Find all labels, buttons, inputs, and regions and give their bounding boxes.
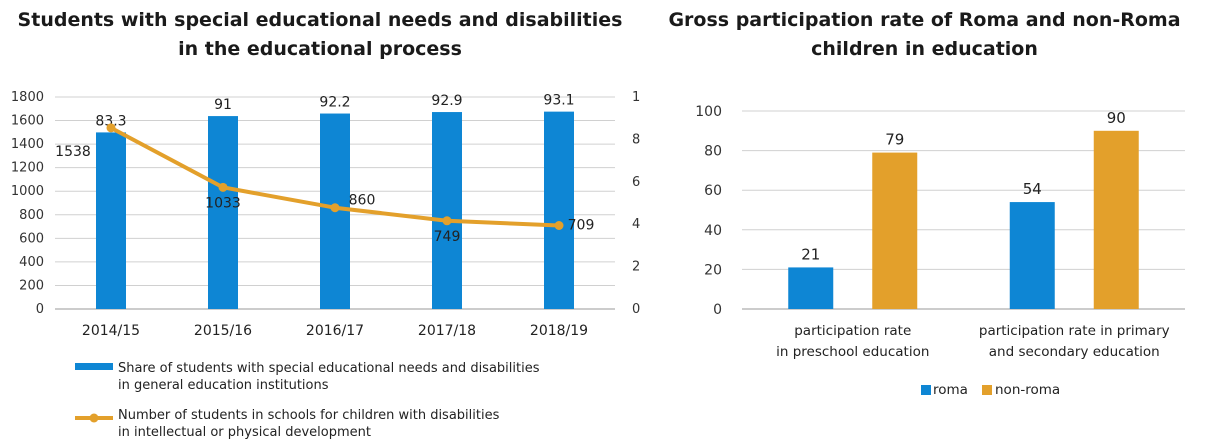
bar-data-label: 93.1 (543, 93, 574, 109)
right-chart-title: Gross participation rate of Roma and non… (640, 6, 1209, 64)
line-point (330, 203, 340, 213)
bar-data-label: 92.2 (319, 95, 350, 111)
legend-label-line-line1: Number of students in schools for childr… (118, 408, 500, 423)
left-axis-tick-label: 400 (19, 255, 44, 270)
bar-data-label: 92.9 (431, 93, 462, 109)
legend-label-roma: roma (933, 382, 968, 398)
left-axis-tick-label: 1400 (11, 137, 44, 152)
line-point (218, 182, 228, 192)
right-chart-svg: 0 20 40 60 80 100 21 54 79 90 participation rate in… (695, 104, 1185, 398)
x-axis-category-label: 2015/16 (194, 323, 252, 339)
legend-label-bar-line1: Share of students with special education… (118, 361, 540, 376)
bar-data-label: 90 (1107, 109, 1126, 127)
x-axis-category-label-line1: participation rate in primary (979, 323, 1170, 339)
left-chart-title-line2: in the educational process (178, 38, 462, 60)
left-axis-tick-label: 1800 (11, 90, 44, 105)
left-chart-svg: 0 200 400 600 800 1000 1200 1400 1600 1800 0 20 40 60… (11, 90, 640, 440)
legend-swatch-non-roma (982, 385, 992, 395)
x-axis-category-label: 2014/15 (82, 323, 140, 339)
bar-share-students (432, 112, 462, 309)
left-axis-tick-label: 1200 (11, 161, 44, 176)
bar-share-students (208, 116, 238, 309)
y-axis-tick-label: 0 (713, 302, 722, 318)
bar-roma (788, 267, 834, 309)
bar-data-label: 79 (885, 131, 904, 149)
legend-swatch-roma (921, 385, 931, 395)
y-axis-tick-label: 40 (704, 223, 722, 239)
line-data-label: 860 (349, 193, 376, 209)
line-data-label: 749 (434, 229, 461, 245)
bar-roma (1009, 202, 1055, 309)
x-axis-category-label-line2: and secondary education (989, 344, 1160, 360)
x-axis-category-label-line1: participation rate (794, 323, 911, 339)
y-axis-tick-label: 60 (704, 183, 722, 199)
legend-label-bar-line2: in general education institutions (118, 378, 329, 393)
x-axis-category-label: 2018/19 (530, 323, 588, 339)
left-chart-title-line1: Students with special educational needs … (17, 9, 623, 31)
bar-data-label: 83.3 (95, 113, 126, 129)
left-axis-tick-label: 600 (19, 231, 44, 246)
right-axis-tick-label: 40 (632, 217, 640, 232)
line-data-label: 1033 (205, 195, 241, 211)
legend-swatch-bar (75, 363, 113, 370)
right-chart-panel: Gross participation rate of Roma and non… (640, 0, 1209, 444)
right-axis-tick-label: 0 (632, 302, 640, 317)
line-data-label: 1538 (55, 144, 91, 160)
bar-data-label: 21 (801, 245, 820, 263)
bar-share-students (544, 111, 574, 310)
left-chart-title: Students with special educational needs … (0, 6, 640, 64)
right-axis-tick-label: 60 (632, 175, 640, 190)
right-chart-title-line2: children in education (811, 38, 1038, 60)
left-axis-tick-label: 0 (36, 302, 44, 317)
bar-data-label: 91 (214, 97, 232, 113)
line-data-label: 709 (568, 217, 595, 233)
x-axis-category-label: 2016/17 (306, 323, 364, 339)
right-axis-tick-label: 100 (632, 90, 640, 105)
legend-label-line-line2: in intellectual or physical development (118, 425, 371, 440)
right-chart-title-line1: Gross participation rate of Roma and non… (668, 9, 1181, 31)
x-axis-category-label-line2: in preschool education (776, 344, 929, 360)
left-axis-tick-label: 200 (19, 278, 44, 293)
line-point (106, 123, 116, 133)
bar-share-students (96, 132, 126, 309)
legend-label-non-roma: non-roma (995, 382, 1060, 398)
right-axis-tick-label: 80 (632, 132, 640, 147)
bar-non-roma (872, 152, 918, 309)
line-point (554, 220, 564, 230)
line-point (442, 216, 452, 226)
x-axis-category-label: 2017/18 (418, 323, 476, 339)
left-axis-tick-label: 800 (19, 208, 44, 223)
left-chart-panel: Students with special educational needs … (0, 6, 640, 440)
left-axis-tick-label: 1000 (11, 184, 44, 199)
bar-non-roma (1093, 130, 1139, 309)
right-axis-tick-label: 20 (632, 260, 640, 275)
left-axis-tick-label: 1600 (11, 114, 44, 129)
legend-swatch-marker (89, 413, 99, 423)
y-axis-tick-label: 20 (704, 262, 722, 278)
bar-data-label: 54 (1023, 180, 1042, 198)
y-axis-tick-label: 100 (695, 104, 722, 120)
y-axis-tick-label: 80 (704, 144, 722, 160)
